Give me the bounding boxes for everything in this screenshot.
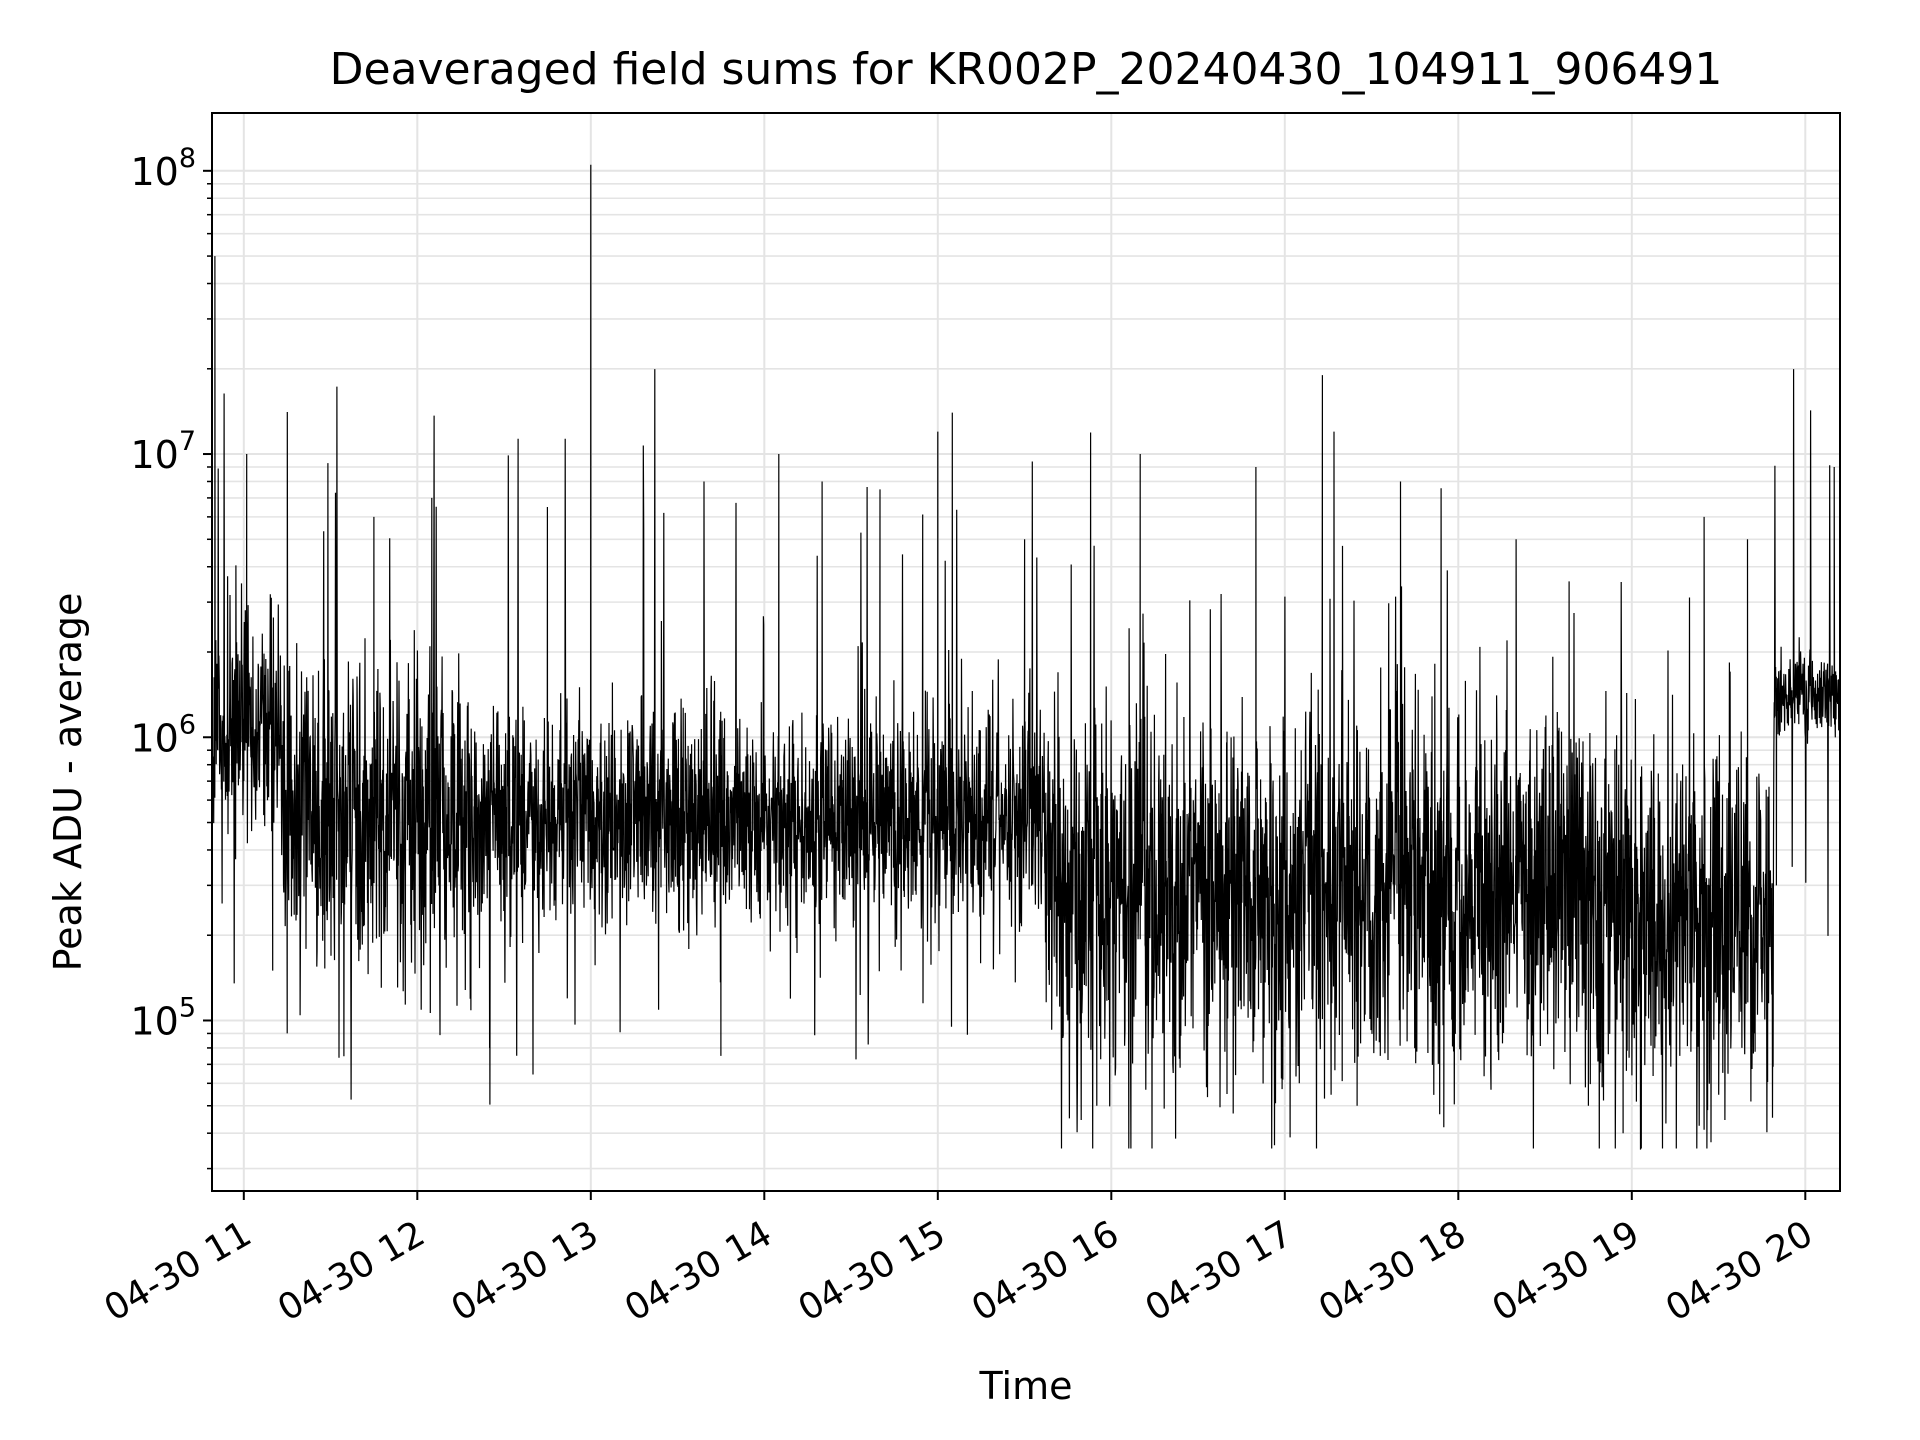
- y-tick-label: 107: [130, 426, 196, 477]
- y-tick-label: 106: [130, 709, 196, 760]
- x-tick-label: 04-30 13: [445, 1213, 606, 1329]
- x-tick-label: 04-30 16: [965, 1213, 1126, 1329]
- data-series: [211, 164, 1841, 1150]
- y-tick-label: 105: [130, 992, 196, 1043]
- x-tick-label: 04-30 19: [1486, 1213, 1647, 1329]
- x-tick-label: 04-30 18: [1312, 1213, 1473, 1329]
- y-tick-label: 108: [130, 143, 196, 194]
- x-tick-label: 04-30 20: [1659, 1213, 1820, 1329]
- x-tick-label: 04-30 12: [271, 1213, 432, 1329]
- x-tick-label: 04-30 17: [1139, 1213, 1300, 1329]
- x-tick-label: 04-30 14: [618, 1213, 779, 1329]
- grid-lines: [212, 113, 1840, 1191]
- series-line: [211, 164, 1841, 1150]
- y-axis-label: Peak ADU - average: [46, 592, 90, 972]
- x-axis-label: Time: [979, 1364, 1073, 1408]
- x-tick-label: 04-30 15: [792, 1213, 953, 1329]
- x-tick-label: 04-30 11: [98, 1213, 259, 1329]
- chart-title: Deaveraged field sums for KR002P_2024043…: [329, 44, 1723, 95]
